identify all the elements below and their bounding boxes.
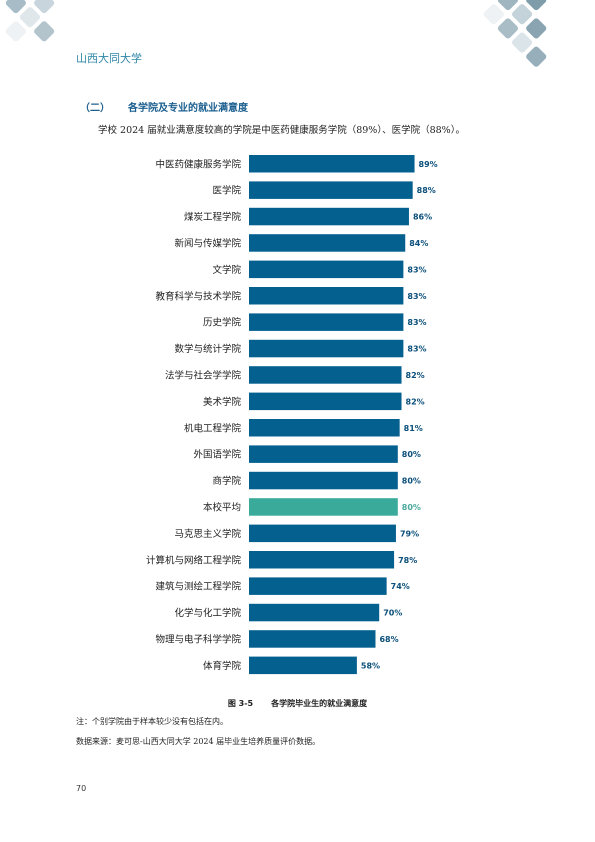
value-label: 83%	[407, 345, 426, 354]
category-label: 物理与电子科学学院	[155, 633, 241, 645]
section-title-text: 各学院及专业的就业满意度	[128, 103, 248, 114]
bar	[249, 392, 402, 411]
category-label: 商学院	[212, 475, 241, 487]
intro-paragraph: 学校 2024 届就业满意度较高的学院是中医药健康服务学院（89%）、医学院（8…	[98, 125, 465, 136]
category-label: 外国语学院	[193, 449, 241, 461]
figure-number: 图 3-5	[227, 699, 254, 708]
category-label: 医学院	[212, 185, 241, 197]
value-label: 86%	[413, 213, 432, 222]
school-name: 山西大同大学	[76, 52, 142, 65]
corner-decoration-right	[483, 0, 547, 67]
satisfaction-bar-chart: 中医药健康服务学院 89% 医学院 88% 煤炭工程学院 86% 新闻与传媒学院 84% 文学院…	[146, 155, 438, 675]
value-label: 82%	[406, 397, 425, 406]
value-label: 83%	[407, 318, 426, 327]
category-label: 煤炭工程学院	[184, 211, 242, 223]
value-label: 58%	[361, 661, 380, 670]
bar	[249, 287, 404, 305]
category-label: 化学与化工学院	[174, 607, 241, 619]
category-label: 体育学院	[203, 660, 242, 672]
category-label: 数学与统计学院	[174, 343, 241, 355]
value-label: 81%	[404, 424, 423, 433]
bar	[249, 603, 380, 622]
value-label: 70%	[383, 609, 402, 618]
category-label: 美术学院	[203, 396, 242, 408]
category-label: 教育科学与技术学院	[155, 290, 241, 302]
value-label: 80%	[402, 503, 421, 512]
section-number: （二）	[80, 103, 110, 114]
bar	[249, 656, 357, 675]
bar-highlight	[249, 498, 398, 516]
value-label: 88%	[417, 186, 436, 195]
data-source: 数据来源：麦可思-山西大同大学 2024 届毕业生培养质量评价数据。	[76, 737, 321, 746]
category-label: 文学院	[212, 264, 241, 276]
footnote: 注：个别学院由于样本较少没有包括在内。	[76, 717, 228, 726]
figure-caption: 图 3-5 各学院毕业生的就业满意度	[0, 698, 595, 709]
bar	[249, 630, 376, 648]
value-label: 79%	[400, 529, 419, 538]
category-label: 中医药健康服务学院	[155, 158, 241, 170]
category-label: 新闻与传媒学院	[174, 237, 241, 249]
bar	[249, 207, 409, 226]
page-number: 70	[76, 784, 87, 793]
value-label: 84%	[409, 239, 428, 248]
category-label: 马克思主义学院	[174, 528, 241, 540]
value-label: 80%	[402, 450, 421, 459]
bar	[249, 366, 402, 384]
value-label: 83%	[407, 265, 426, 274]
category-label: 计算机与网络工程学院	[146, 554, 242, 566]
category-label: 机电工程学院	[184, 422, 242, 434]
bar	[249, 234, 406, 252]
figure-caption-text: 各学院毕业生的就业满意度	[271, 699, 368, 708]
value-label: 83%	[407, 292, 426, 301]
category-label: 建筑与测绘工程学院	[155, 581, 241, 593]
bar	[249, 419, 400, 437]
bar	[249, 339, 404, 358]
bar	[249, 551, 395, 569]
bar	[249, 181, 413, 199]
value-label: 74%	[391, 582, 410, 591]
bar	[249, 577, 387, 595]
category-label: 历史学院	[203, 317, 242, 329]
category-label: 本校平均	[203, 501, 241, 513]
bar	[249, 313, 404, 331]
bar	[249, 471, 398, 490]
section-title: （二） 各学院及专业的就业满意度	[80, 99, 248, 114]
corner-decoration-left	[5, 0, 55, 42]
bar	[249, 445, 398, 463]
bar	[249, 155, 415, 173]
bar	[249, 524, 396, 543]
value-label: 80%	[402, 477, 421, 486]
value-label: 78%	[398, 556, 417, 565]
value-label: 68%	[379, 635, 398, 644]
value-label: 82%	[406, 371, 425, 380]
category-label: 法学与社会学学院	[165, 369, 242, 381]
value-label: 89%	[419, 160, 438, 169]
bar	[249, 260, 404, 279]
